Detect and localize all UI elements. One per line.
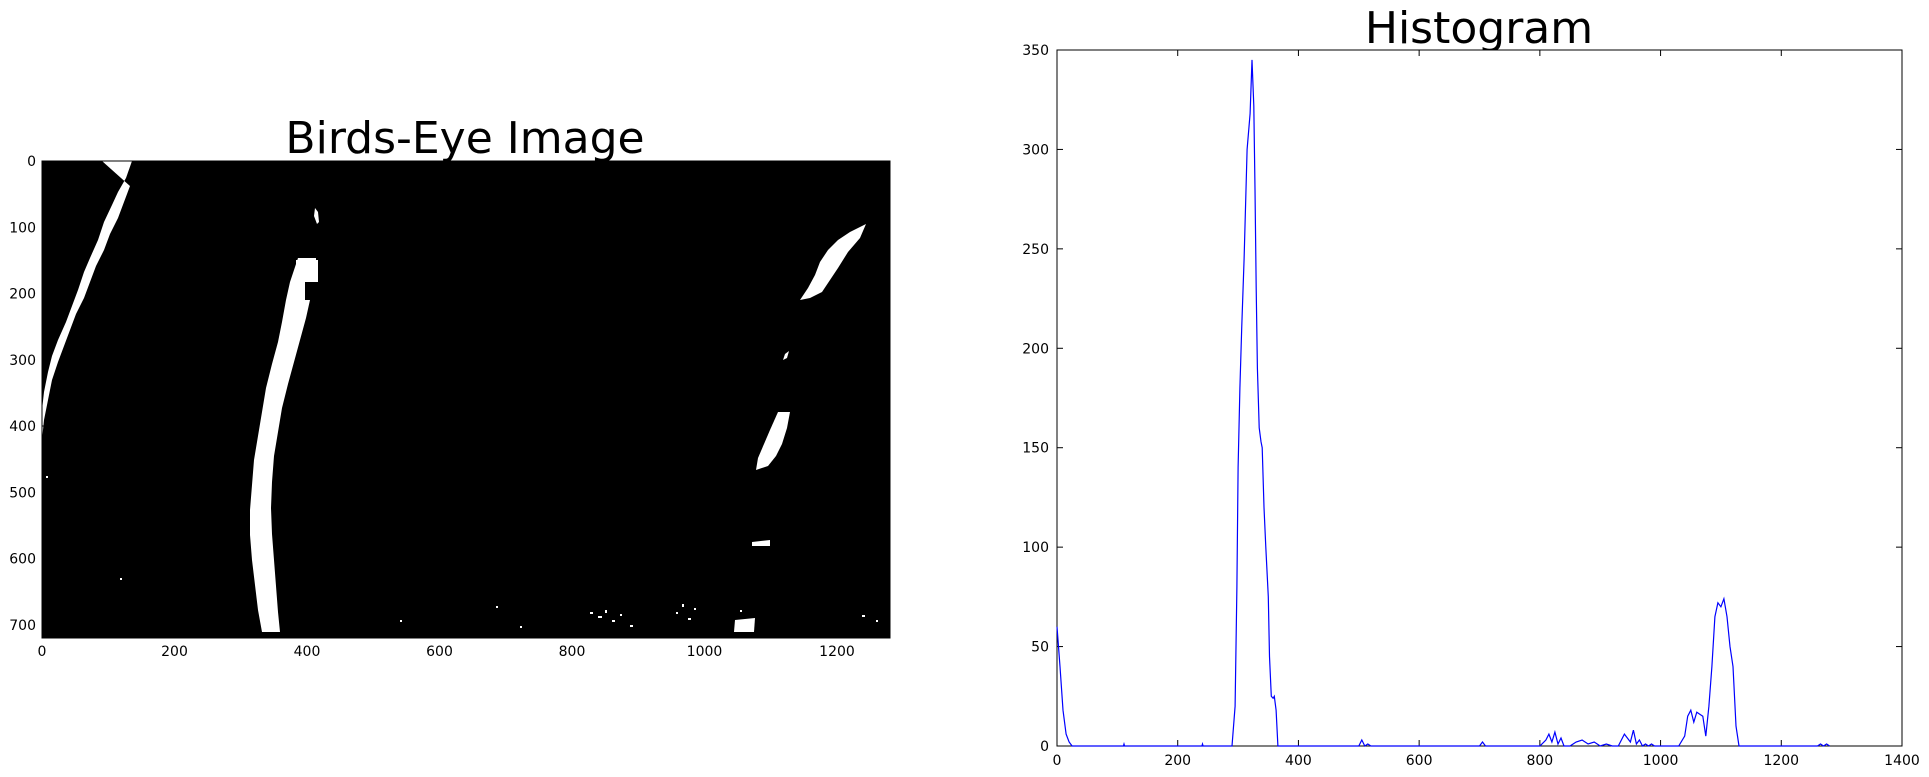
- birds-eye-title: Birds-Eye Image: [285, 113, 644, 164]
- y-tick-label: 700: [9, 618, 36, 634]
- birds-eye-y-ticks: 0 100 200 300 400 500 600 700: [9, 154, 47, 634]
- x-tick-label: 1000: [687, 644, 723, 660]
- histogram-plot-area: [1056, 49, 1903, 747]
- lane-right-middle: [756, 412, 790, 470]
- y-tick-label: 50: [1031, 640, 1049, 656]
- y-tick-label: 300: [1022, 142, 1049, 158]
- x-tick-label: 600: [1406, 753, 1433, 769]
- x-tick-label: 200: [1164, 753, 1191, 769]
- x-tick-label: 1200: [1763, 753, 1799, 769]
- x-tick-label: 800: [559, 644, 586, 660]
- y-tick-label: 200: [9, 287, 36, 303]
- y-tick-label: 300: [9, 353, 36, 369]
- lane-right-dot: [783, 351, 789, 360]
- y-tick-label: 250: [1022, 242, 1049, 258]
- birds-eye-x-ticks: 0 200 400 600 800 1000 1200: [38, 633, 855, 660]
- y-tick-label: 0: [1040, 739, 1049, 755]
- lane-left-line: [250, 258, 316, 632]
- lane-left-block: [296, 260, 318, 282]
- lane-right-bottom: [734, 618, 755, 632]
- y-tick-label: 200: [1022, 341, 1049, 357]
- x-tick-label: 800: [1526, 753, 1553, 769]
- histogram-y-ticks: 0 50 100 150 200 250 300 350: [1022, 43, 1902, 755]
- x-tick-label: 600: [426, 644, 453, 660]
- x-tick-label: 200: [161, 644, 188, 660]
- x-tick-label: 400: [1285, 753, 1312, 769]
- x-tick-label: 1400: [1884, 753, 1920, 769]
- histogram-panel: Histogram 0 200 400 600 800 1000 1200 1400 0 50 1…: [1022, 3, 1920, 769]
- x-tick-label: 0: [38, 644, 47, 660]
- birds-eye-panel: Birds-Eye Image: [9, 113, 891, 660]
- lane-left-blob: [314, 208, 319, 224]
- image-frame: [41, 160, 891, 639]
- y-tick-label: 100: [1022, 540, 1049, 556]
- histogram-title: Histogram: [1365, 3, 1593, 54]
- x-tick-label: 400: [294, 644, 321, 660]
- lane-right-small: [752, 540, 770, 546]
- noise-speckles: [46, 476, 878, 628]
- lane-left-outer: [42, 161, 132, 440]
- y-tick-label: 500: [9, 485, 36, 501]
- x-tick-label: 1200: [819, 644, 855, 660]
- histogram-x-ticks: 0 200 400 600 800 1000 1200 1400: [1053, 50, 1920, 769]
- lane-pixels: [42, 161, 878, 632]
- y-tick-label: 600: [9, 552, 36, 568]
- y-tick-label: 150: [1022, 441, 1049, 457]
- x-tick-label: 1000: [1643, 753, 1679, 769]
- image-background: [42, 161, 890, 638]
- lane-right-upper: [800, 224, 866, 300]
- x-tick-label: 0: [1053, 753, 1062, 769]
- y-tick-label: 0: [27, 154, 36, 170]
- histogram-line: [1056, 59, 1830, 747]
- y-tick-label: 350: [1022, 43, 1049, 59]
- y-tick-label: 100: [9, 220, 36, 236]
- birds-eye-image: [41, 160, 891, 639]
- y-tick-label: 400: [9, 419, 36, 435]
